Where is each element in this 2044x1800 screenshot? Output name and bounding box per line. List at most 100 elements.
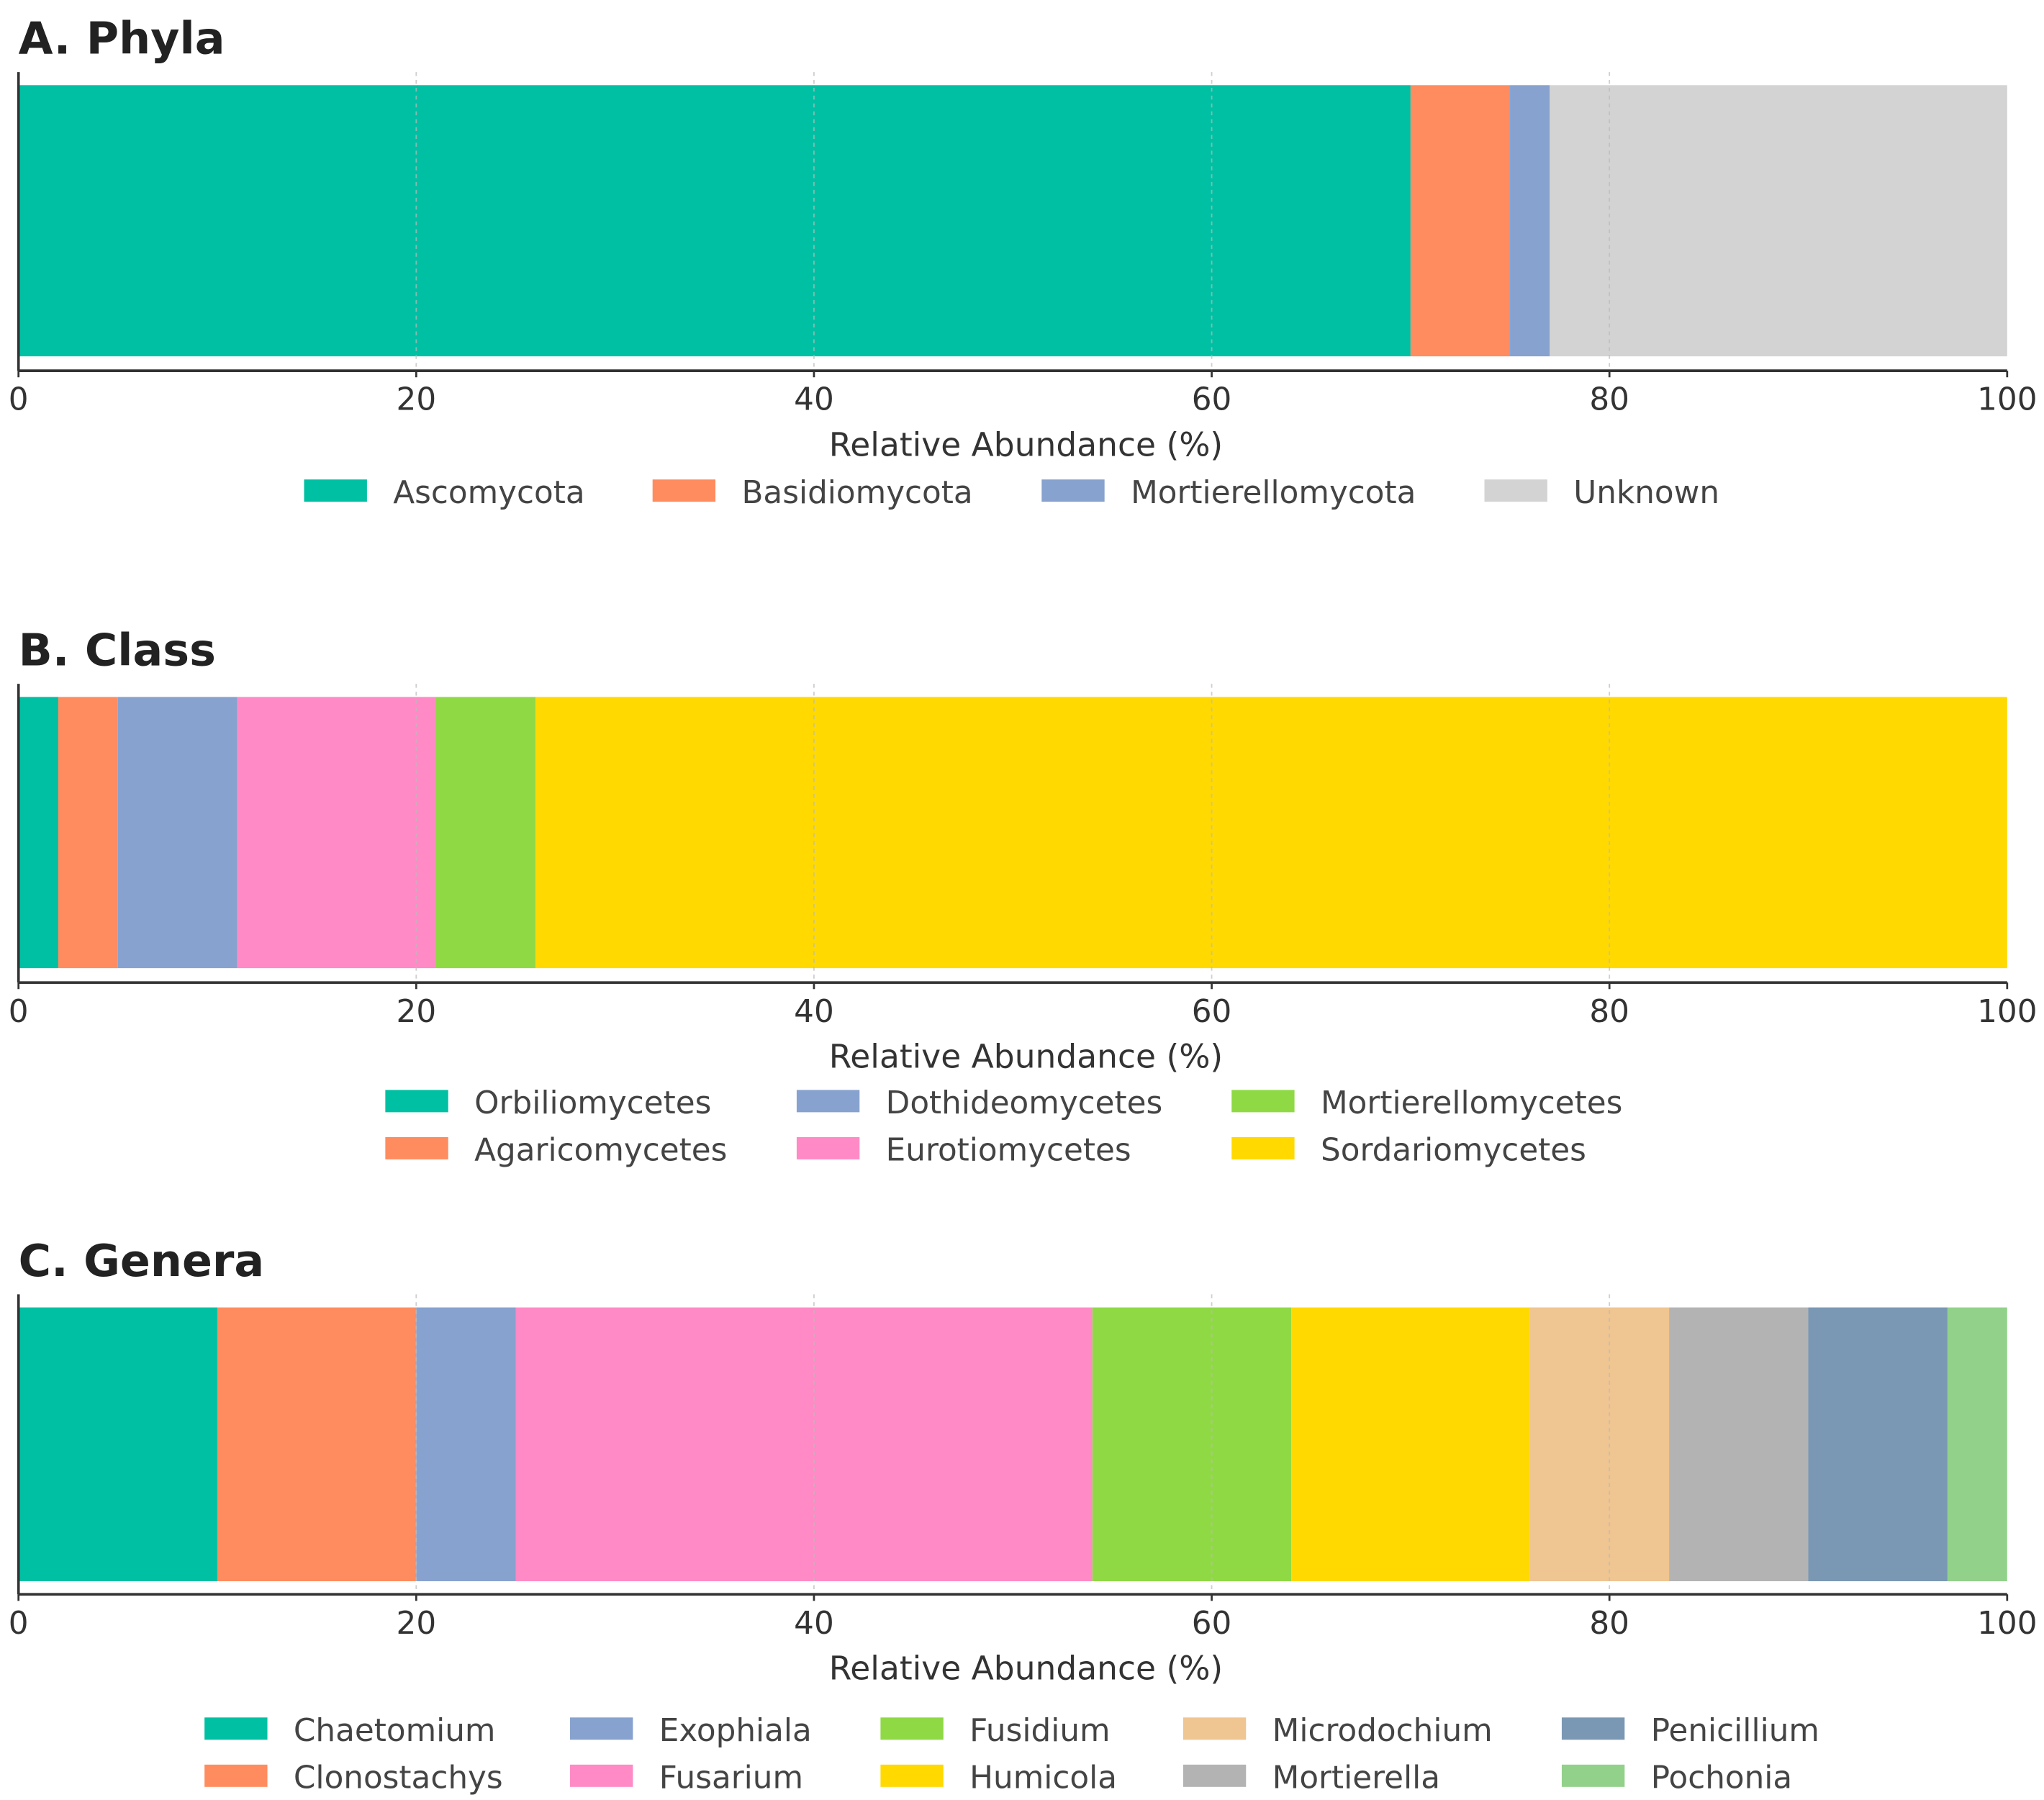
legend-item: Clonostachys bbox=[204, 1760, 503, 1796]
legend-label: Agaricomycetes bbox=[474, 1132, 727, 1169]
x-tick-label: 20 bbox=[397, 993, 437, 1030]
legend-swatch bbox=[304, 479, 367, 502]
panel-1: A. Phyla 0 20 40 60 80 100 Relative Abundance (… bbox=[9, 13, 2038, 511]
legend-label: Mortierellomycetes bbox=[1321, 1085, 1622, 1121]
x-tick-label: 100 bbox=[1977, 993, 2037, 1030]
legend-label: Mortierellomycota bbox=[1131, 474, 1416, 511]
legend: Chaetomium Clonostachys Exophiala Fusarium F… bbox=[204, 1712, 1819, 1796]
bar-segment-eurotiomycetes bbox=[237, 697, 436, 969]
bar-segment-sordariomycetes bbox=[535, 697, 2007, 969]
legend-label: Ascomycota bbox=[393, 474, 584, 511]
bar-segment-fusarium bbox=[515, 1307, 1093, 1582]
bar-segment-mortierella bbox=[1669, 1307, 1809, 1582]
legend-swatch bbox=[796, 1090, 860, 1113]
legend-swatch bbox=[204, 1717, 268, 1740]
legend-swatch bbox=[1182, 1717, 1247, 1740]
legend-label: Orbiliomycetes bbox=[474, 1085, 711, 1121]
legend-swatch bbox=[1561, 1717, 1625, 1740]
bar-segment-mortierellomycetes bbox=[435, 697, 536, 969]
x-tick-label: 60 bbox=[1192, 381, 1232, 418]
x-tick-label: 0 bbox=[9, 1605, 29, 1642]
legend-label: Dothideomycetes bbox=[886, 1085, 1163, 1121]
legend-item: Basidiomycota bbox=[652, 474, 973, 511]
legend-item: Agaricomycetes bbox=[385, 1132, 727, 1169]
legend-swatch bbox=[570, 1764, 633, 1787]
legend-item: Exophiala bbox=[570, 1712, 812, 1749]
legend-label: Clonostachys bbox=[294, 1760, 503, 1796]
x-tick-label: 80 bbox=[1589, 381, 1629, 418]
legend-swatch bbox=[880, 1764, 944, 1787]
legend-item: Chaetomium bbox=[204, 1712, 495, 1749]
legend-swatch bbox=[796, 1136, 860, 1159]
legend-swatch bbox=[570, 1717, 633, 1740]
panel-3: C. Genera 0 20 40 60 80 100 Relative Abundance … bbox=[9, 1235, 2038, 1796]
legend-item: Eurotiomycetes bbox=[796, 1132, 1131, 1169]
bar-segment-microdochium bbox=[1529, 1307, 1670, 1582]
legend-label: Pochonia bbox=[1651, 1760, 1792, 1796]
x-axis-label: Relative Abundance (%) bbox=[829, 1037, 1223, 1075]
legend-swatch bbox=[385, 1090, 448, 1113]
legend-swatch bbox=[880, 1717, 944, 1740]
panel-title: B. Class bbox=[19, 625, 216, 677]
legend-label: Penicillium bbox=[1651, 1712, 1819, 1749]
legend-item: Humicola bbox=[880, 1760, 1117, 1796]
x-tick-label: 100 bbox=[1977, 1605, 2037, 1642]
legend-label: Fusarium bbox=[659, 1760, 803, 1796]
legend-label: Unknown bbox=[1573, 474, 1719, 511]
legend-swatch bbox=[1231, 1090, 1295, 1113]
bar-segment-dothideomycetes bbox=[117, 697, 238, 969]
legend-swatch bbox=[1231, 1136, 1295, 1159]
x-axis-label: Relative Abundance (%) bbox=[829, 1650, 1223, 1688]
legend-swatch bbox=[1484, 479, 1547, 502]
bar-segment-mortierellomycota bbox=[1510, 85, 1550, 357]
legend-item: Fusidium bbox=[880, 1712, 1111, 1749]
legend-label: Exophiala bbox=[659, 1712, 812, 1749]
legend: Orbiliomycetes Agaricomycetes Dothideomyce… bbox=[385, 1085, 1622, 1169]
legend-item: Microdochium bbox=[1182, 1712, 1493, 1749]
x-tick-label: 40 bbox=[794, 1605, 834, 1642]
bar-segment-ascomycota bbox=[18, 85, 1411, 357]
panel-title: A. Phyla bbox=[19, 13, 225, 65]
legend-item: Sordariomycetes bbox=[1231, 1132, 1586, 1169]
legend-item: Pochonia bbox=[1561, 1760, 1792, 1796]
x-tick-label: 0 bbox=[9, 993, 29, 1030]
bar-segment-clonostachys bbox=[217, 1307, 417, 1582]
legend-swatch bbox=[652, 479, 716, 502]
legend-swatch bbox=[1041, 479, 1105, 502]
x-tick-label: 60 bbox=[1192, 1605, 1232, 1642]
x-tick-label: 100 bbox=[1977, 381, 2037, 418]
bar-segment-basidiomycota bbox=[1410, 85, 1511, 357]
panel-title: C. Genera bbox=[19, 1235, 265, 1287]
legend-item: Fusarium bbox=[570, 1760, 803, 1796]
legend-swatch bbox=[1561, 1764, 1625, 1787]
bar-segment-exophiala bbox=[416, 1307, 516, 1582]
x-tick-label: 80 bbox=[1589, 1605, 1629, 1642]
x-tick-label: 80 bbox=[1589, 993, 1629, 1030]
x-tick-label: 40 bbox=[794, 381, 834, 418]
legend-label: Eurotiomycetes bbox=[886, 1132, 1131, 1169]
legend-label: Basidiomycota bbox=[741, 474, 972, 511]
bar-segment-humicola bbox=[1291, 1307, 1530, 1582]
legend-item: Orbiliomycetes bbox=[385, 1085, 711, 1121]
legend-label: Humicola bbox=[969, 1760, 1117, 1796]
legend-label: Sordariomycetes bbox=[1321, 1132, 1586, 1169]
bar-segment-agaricomycetes bbox=[58, 697, 118, 969]
legend-swatch bbox=[385, 1136, 448, 1159]
legend-item: Mortierella bbox=[1182, 1760, 1440, 1796]
x-tick-label: 0 bbox=[9, 381, 29, 418]
x-tick-label: 20 bbox=[397, 381, 437, 418]
legend-item: Unknown bbox=[1484, 474, 1719, 511]
legend-label: Fusidium bbox=[969, 1712, 1110, 1749]
legend-item: Penicillium bbox=[1561, 1712, 1819, 1749]
bar-segment-orbiliomycetes bbox=[18, 697, 58, 969]
x-tick-label: 40 bbox=[794, 993, 834, 1030]
bar-segment-chaetomium bbox=[18, 1307, 218, 1582]
legend: Ascomycota Basidiomycota Mortierellomycota… bbox=[304, 474, 1719, 511]
legend-item: Mortierellomycota bbox=[1041, 474, 1416, 511]
x-axis-label: Relative Abundance (%) bbox=[829, 425, 1223, 463]
legend-label: Mortierella bbox=[1272, 1760, 1440, 1796]
bar-segment-fusidium bbox=[1092, 1307, 1292, 1582]
bar-segment-unknown bbox=[1550, 85, 2007, 357]
x-tick-label: 60 bbox=[1192, 993, 1232, 1030]
